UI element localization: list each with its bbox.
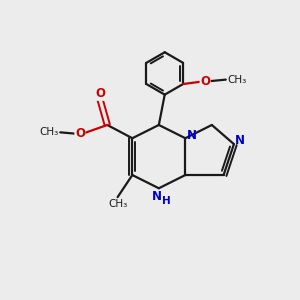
Text: O: O [95,87,105,100]
Text: N: N [187,129,197,142]
Text: O: O [200,75,210,88]
Text: N: N [235,134,245,147]
Text: H: H [162,196,171,206]
Text: N: N [152,190,161,203]
Text: CH₃: CH₃ [108,199,127,208]
Text: CH₃: CH₃ [40,127,59,137]
Text: O: O [75,127,85,140]
Text: CH₃: CH₃ [227,75,247,85]
